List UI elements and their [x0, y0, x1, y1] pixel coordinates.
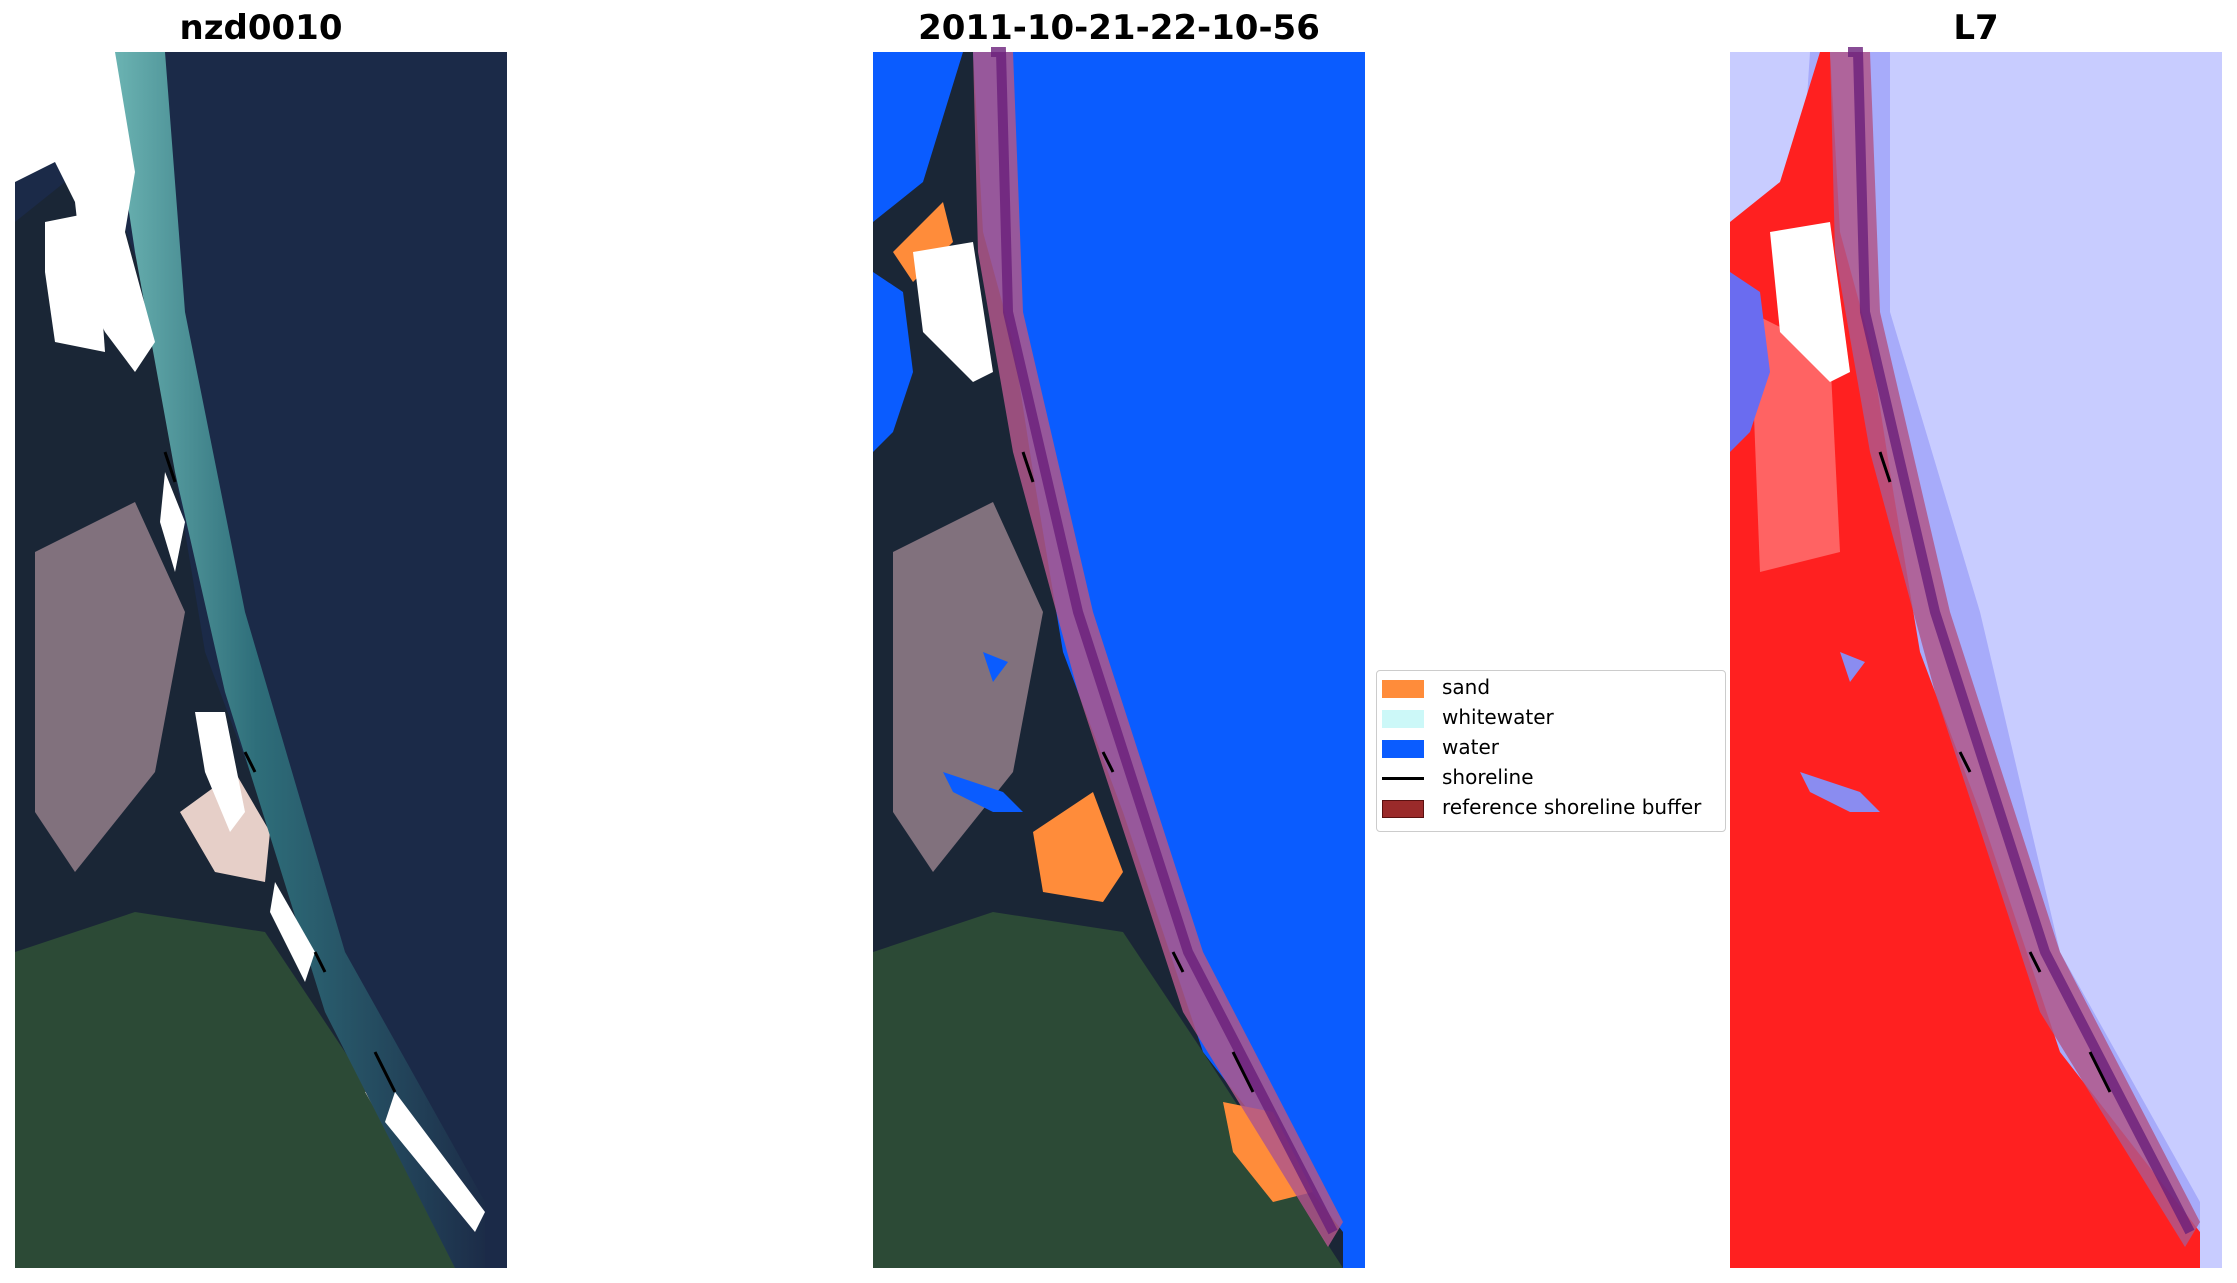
- legend-label-whitewater: whitewater: [1442, 705, 1554, 729]
- rgb-satellite-image: [15, 52, 507, 1268]
- legend-label-reference-shoreline-buffer: reference shoreline buffer: [1442, 795, 1702, 819]
- legend-swatch-sand: [1382, 680, 1424, 698]
- legend-label-sand: sand: [1442, 675, 1491, 699]
- legend-label-water: water: [1442, 735, 1499, 759]
- legend-swatch-shoreline: [1382, 777, 1424, 780]
- legend-label-shoreline: shoreline: [1442, 765, 1534, 789]
- legend-swatch-reference-shoreline-buffer: [1382, 800, 1424, 818]
- panel-title-index: L7: [1953, 8, 1999, 48]
- legend: sand whitewater water shoreline referenc…: [1376, 670, 1726, 832]
- legend-swatch-water: [1382, 740, 1424, 758]
- panel-title-classified: 2011-10-21-22-10-56: [918, 8, 1320, 48]
- legend-swatch-whitewater: [1382, 710, 1424, 728]
- index-image: [1730, 47, 2222, 1268]
- panel-title-rgb: nzd0010: [179, 8, 343, 48]
- classified-image: [873, 47, 1365, 1268]
